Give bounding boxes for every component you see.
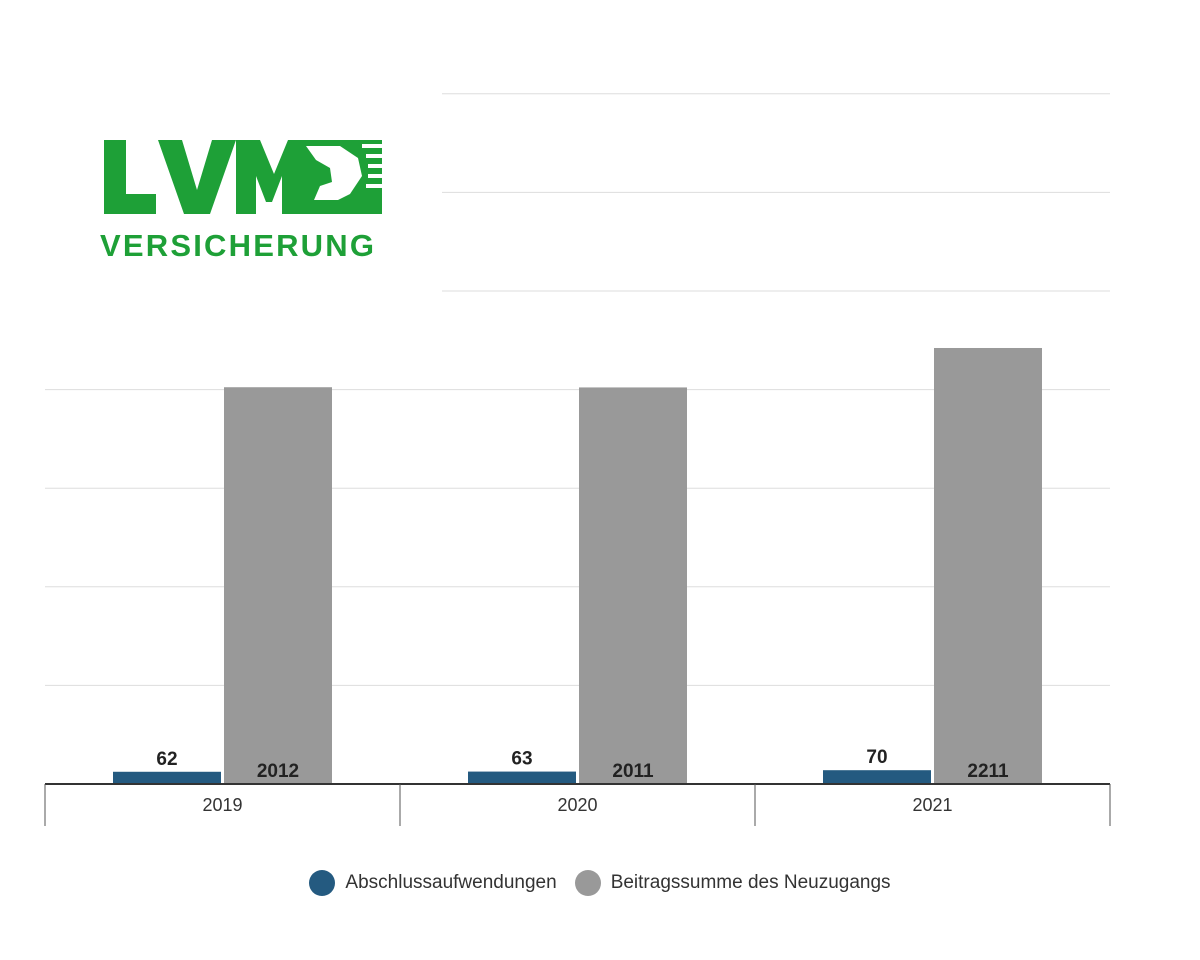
legend-item-series-2: Beitragssumme des Neuzugangs [574,870,891,896]
data-label: 62 [156,749,177,770]
legend-swatch-series-2 [574,870,601,896]
bar [224,387,332,784]
bar [579,387,687,784]
legend-label-series-1: Abschlussaufwendungen [345,872,557,893]
data-label: 2012 [257,761,299,782]
data-label: 63 [511,749,532,770]
bar [113,771,221,784]
x-tick-label: 2021 [912,795,952,815]
data-label: 2211 [967,761,1009,782]
x-tick-label: 2020 [557,795,597,815]
bar [934,347,1042,784]
bar [468,771,576,784]
logo-wordmark: VERSICHERUNG [100,228,377,263]
bar [823,770,931,784]
data-label: 2011 [612,761,654,782]
legend-swatch-series-1 [309,870,336,896]
lvm-logo-mark [104,140,382,214]
data-label: 70 [866,747,887,768]
legend: Abschlussaufwendungen Beitragssumme des … [0,868,1200,898]
legend-label-series-2: Beitragssumme des Neuzugangs [610,872,891,893]
x-tick-label: 2019 [202,795,242,815]
legend-item-series-1: Abschlussaufwendungen [309,870,557,896]
lvm-logo: VERSICHERUNG [100,138,390,268]
